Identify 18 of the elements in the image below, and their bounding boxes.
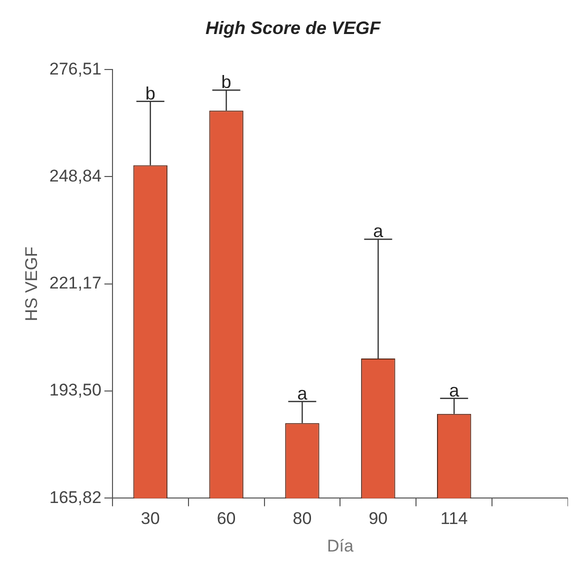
x-axis-title: Día [326, 536, 354, 556]
y-tick-label: 165,82 [49, 488, 102, 507]
y-tick-label: 248,84 [49, 166, 102, 186]
y-tick-label: 221,17 [49, 274, 102, 293]
y-tick-label: 193,50 [49, 380, 102, 400]
annotation: a [373, 221, 384, 242]
x-tick-label: 80 [292, 509, 312, 528]
annotation: a [449, 380, 460, 400]
annotation: a [297, 383, 308, 404]
annotation: b [221, 72, 232, 92]
annotation: b [145, 83, 156, 104]
chart-title: High Score de VEGF [205, 18, 382, 38]
y-axis-title: HS VEGF [22, 246, 41, 322]
y-tick-label: 276,51 [49, 59, 102, 78]
x-tick-label: 90 [368, 509, 388, 528]
x-tick-label: 30 [140, 509, 160, 528]
x-tick-label: 60 [216, 509, 236, 528]
x-tick-label: 114 [440, 509, 468, 528]
